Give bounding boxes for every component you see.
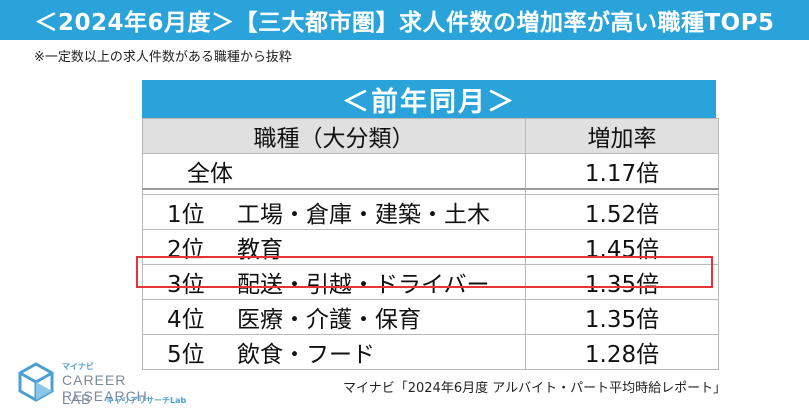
rank-label: 5位: [167, 342, 205, 368]
ranking-table: ＜前年同月＞ 職種（大分類） 増加率 全体 1.17倍 1位 工場・倉庫・建築・土…: [142, 80, 719, 370]
logo-brand-text: マイナビ: [62, 362, 94, 371]
column-header-rate: 増加率: [525, 118, 719, 154]
logo-lab-text: LAB: [62, 391, 92, 407]
job-name: 配送・引越・ドライバー: [237, 272, 490, 298]
footnote: ※一定数以上の求人件数がある職種から抜粋: [34, 50, 292, 65]
job-name: 教育: [237, 237, 283, 263]
rate-value: 1.35倍: [525, 264, 719, 300]
table-row: 2位 教育 1.45倍: [142, 229, 719, 265]
rank-label: 4位: [167, 307, 205, 333]
rate-value: 1.45倍: [525, 229, 719, 265]
overall-label: 全体: [142, 153, 526, 190]
overall-row: 全体 1.17倍: [142, 153, 719, 190]
column-header-job: 職種（大分類）: [142, 118, 526, 154]
rank-label: 2位: [167, 237, 205, 263]
rank-label: 1位: [167, 202, 205, 228]
career-research-lab-logo: マイナビ CAREER RESEARCH LAB キャリアリサーチLab: [14, 360, 214, 412]
cube-logo-icon: [18, 362, 54, 402]
rate-value: 1.28倍: [525, 334, 719, 370]
table-row: 1位 工場・倉庫・建築・土木 1.52倍: [142, 194, 719, 230]
separator-row: [142, 188, 719, 195]
logo-sub-text: キャリアリサーチLab: [106, 396, 187, 405]
job-name: 工場・倉庫・建築・土木: [237, 202, 490, 228]
table-row: 5位 飲食・フード 1.28倍: [142, 334, 719, 370]
rate-value: 1.52倍: [525, 194, 719, 230]
logo-main-text: CAREER RESEARCH: [62, 372, 148, 404]
rank-label: 3位: [167, 272, 205, 298]
job-name: 医療・介護・保育: [237, 307, 421, 333]
page-title: ＜2024年6月度＞【三大都市圏】求人件数の増加率が高い職種TOP5: [0, 0, 809, 40]
source-citation: マイナビ「2024年6月度 アルバイト・パート平均時給レポート」: [343, 381, 727, 396]
period-label: ＜前年同月＞: [142, 80, 716, 118]
overall-rate: 1.17倍: [525, 153, 719, 190]
job-name: 飲食・フード: [237, 342, 375, 368]
rate-value: 1.35倍: [525, 299, 719, 335]
table-row: 4位 医療・介護・保育 1.35倍: [142, 299, 719, 335]
table-row: 3位 配送・引越・ドライバー 1.35倍: [142, 264, 719, 300]
